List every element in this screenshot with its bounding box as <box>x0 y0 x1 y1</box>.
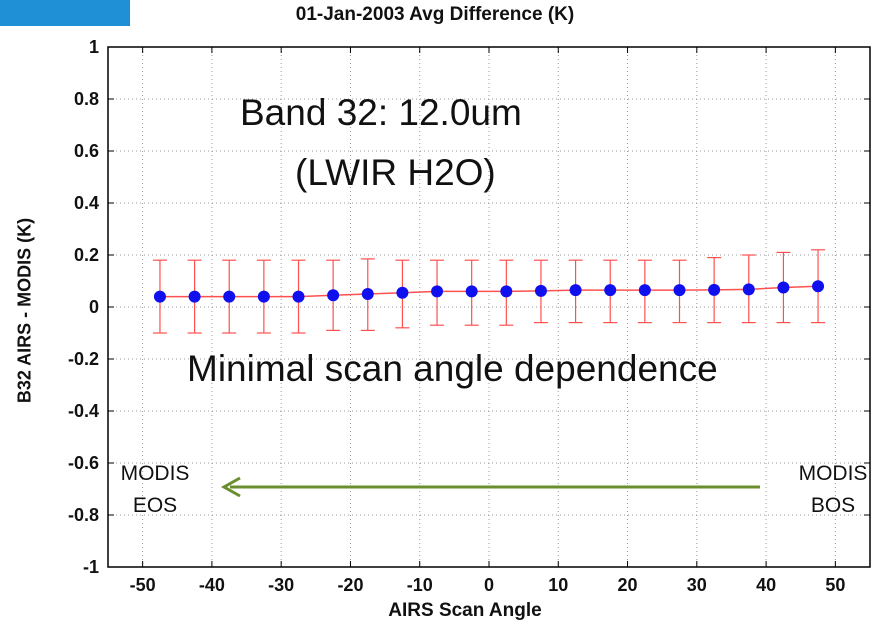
data-point <box>431 285 444 298</box>
axis-ticks: -50 -40 -30 -20 -10 0 10 20 30 40 50 1 0.8 0.6 0.4 0.2 0… <box>68 37 870 595</box>
modis-bos-label: MODIS BOS <box>780 458 886 522</box>
y-tick-label: -0.4 <box>68 401 99 421</box>
band-annotation-line2: (LWIR H2O) <box>295 152 496 193</box>
data-point <box>708 283 721 296</box>
data-series <box>152 249 826 334</box>
data-point <box>638 284 651 297</box>
data-point <box>465 285 478 298</box>
data-point <box>188 290 201 303</box>
x-axis-label: AIRS Scan Angle <box>388 600 542 621</box>
x-tick-label: 40 <box>756 575 776 595</box>
y-tick-label: 0.6 <box>74 141 99 161</box>
data-point <box>257 290 270 303</box>
y-tick-label: -0.2 <box>68 349 99 369</box>
scan-direction-arrow <box>220 476 760 498</box>
x-tick-label: 20 <box>618 575 638 595</box>
chart-title: 01-Jan-2003 Avg Difference (K) <box>295 4 575 25</box>
y-axis-label: B32 AIRS - MODIS (K) <box>14 217 35 404</box>
x-tick-label: -50 <box>130 575 156 595</box>
y-tick-label: 1 <box>89 37 99 57</box>
data-point <box>534 284 547 297</box>
y-tick-label: -0.6 <box>68 453 99 473</box>
y-tick-label: 0.2 <box>74 245 99 265</box>
modis-eos-line1: MODIS <box>120 462 190 485</box>
x-tick-label: 0 <box>484 575 494 595</box>
data-point <box>396 286 409 299</box>
header-accent-bar <box>0 0 130 26</box>
x-tick-label: 30 <box>687 575 707 595</box>
data-point <box>742 283 755 296</box>
data-point <box>223 290 236 303</box>
y-tick-label: -1 <box>83 557 99 577</box>
x-tick-label: -40 <box>199 575 225 595</box>
data-point <box>569 284 582 297</box>
modis-bos-line2: BOS <box>810 494 856 517</box>
band-annotation-line1: Band 32: 12.0um <box>240 92 522 133</box>
data-point <box>777 281 790 294</box>
data-point <box>361 288 374 300</box>
y-tick-label: 0 <box>89 297 99 317</box>
data-point <box>604 284 617 297</box>
x-tick-label: -20 <box>337 575 363 595</box>
data-point <box>500 285 513 298</box>
data-point <box>327 289 340 302</box>
y-tick-label: -0.8 <box>68 505 99 525</box>
x-tick-label: 50 <box>825 575 845 595</box>
x-tick-label: -30 <box>268 575 294 595</box>
scan-angle-note: Minimal scan angle dependence <box>187 348 718 389</box>
data-point <box>673 284 686 297</box>
y-tick-label: 0.8 <box>74 89 99 109</box>
x-tick-label: -10 <box>407 575 433 595</box>
modis-bos-line1: MODIS <box>798 462 868 485</box>
data-point <box>812 280 825 293</box>
modis-eos-label: MODIS EOS <box>100 458 210 522</box>
arrow-head <box>220 476 241 498</box>
data-point <box>153 290 166 303</box>
modis-eos-line2: EOS <box>132 494 178 517</box>
x-tick-label: 10 <box>548 575 568 595</box>
data-point <box>292 290 305 303</box>
y-tick-label: 0.4 <box>74 193 99 213</box>
